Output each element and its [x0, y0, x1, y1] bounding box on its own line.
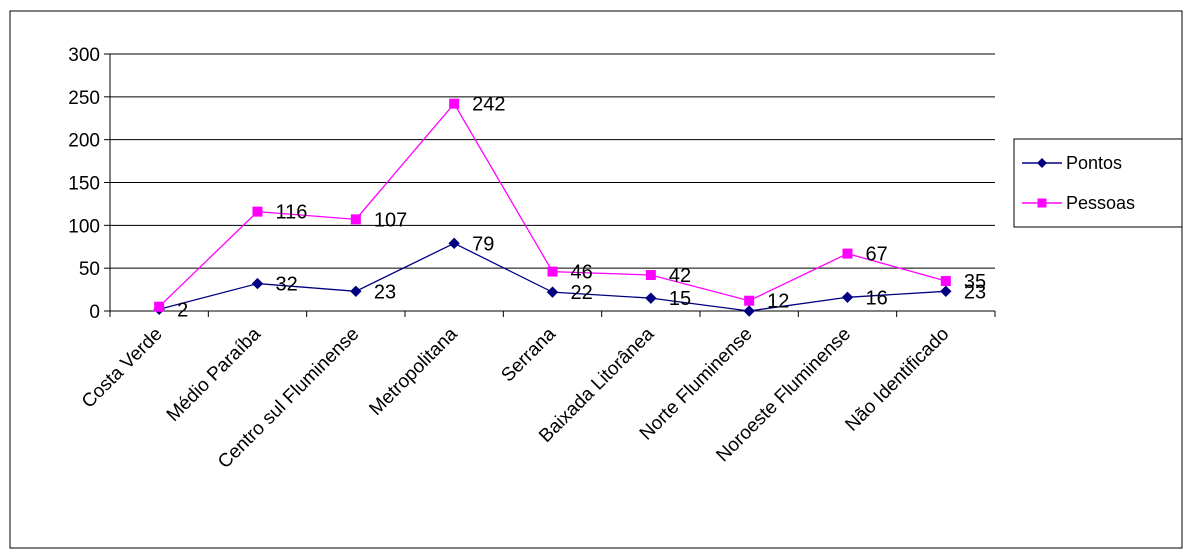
- data-point-pontos: [546, 286, 559, 298]
- data-label-pontos: 2: [177, 299, 188, 321]
- data-label-pontos: 23: [964, 281, 986, 303]
- data-label-pontos: 79: [472, 233, 494, 255]
- data-label-pessoas: 35: [964, 271, 986, 293]
- legend-label-pessoas: Pessoas: [1066, 193, 1135, 213]
- data-label-pessoas: 46: [571, 262, 593, 284]
- data-point-pontos: [350, 285, 362, 298]
- data-point-pontos: [743, 305, 755, 317]
- y-tick-label: 50: [79, 259, 100, 280]
- y-tick-label: 200: [68, 131, 100, 152]
- data-label-pontos: 15: [669, 288, 691, 310]
- y-tick-label: 300: [68, 45, 100, 66]
- data-labels: 2 32 23 79 22 15 16 23 116 107 242 46 42 12 67 35: [177, 94, 986, 322]
- legend-marker-pontos: [1037, 158, 1047, 168]
- data-label-pessoas: 12: [767, 291, 789, 313]
- legend-label-pontos: Pontos: [1066, 153, 1122, 173]
- data-point-pessoas: [252, 206, 263, 217]
- y-tick-label: 250: [68, 88, 100, 109]
- data-point-pessoas: [842, 248, 853, 259]
- data-label-pessoas: 42: [669, 265, 691, 287]
- data-point-pontos: [251, 277, 264, 290]
- data-point-pontos: [940, 285, 952, 298]
- y-tick-label: 100: [68, 216, 100, 237]
- gridlines: [110, 53, 995, 312]
- data-point-pessoas: [350, 214, 361, 225]
- y-tick-label: 0: [89, 302, 100, 323]
- series-lines: [153, 98, 952, 317]
- data-label-pessoas: 107: [374, 209, 407, 231]
- data-point-pontos: [841, 291, 854, 304]
- chart-border: [9, 10, 1183, 549]
- data-label-pontos: 22: [571, 282, 593, 304]
- data-point-pessoas: [154, 301, 165, 312]
- data-point-pessoas: [547, 266, 558, 277]
- data-label-pontos: 32: [276, 274, 298, 296]
- data-point-pessoas: [449, 98, 460, 109]
- y-tick-label: 150: [68, 174, 100, 195]
- legend-box: [1013, 138, 1183, 228]
- data-label-pessoas: 242: [472, 94, 505, 116]
- data-point-pessoas: [940, 276, 951, 287]
- data-label-pessoas: 116: [276, 202, 308, 224]
- data-point-pessoas: [744, 295, 755, 306]
- data-label-pontos: 16: [866, 287, 888, 309]
- data-point-pessoas: [645, 270, 656, 281]
- data-label-pessoas: 67: [866, 244, 888, 266]
- legend: Pontos Pessoas: [1013, 138, 1183, 228]
- data-label-pontos: 23: [374, 281, 396, 303]
- data-point-pontos: [645, 292, 657, 304]
- data-point-pontos: [448, 237, 460, 250]
- legend-marker-pessoas: [1037, 198, 1047, 208]
